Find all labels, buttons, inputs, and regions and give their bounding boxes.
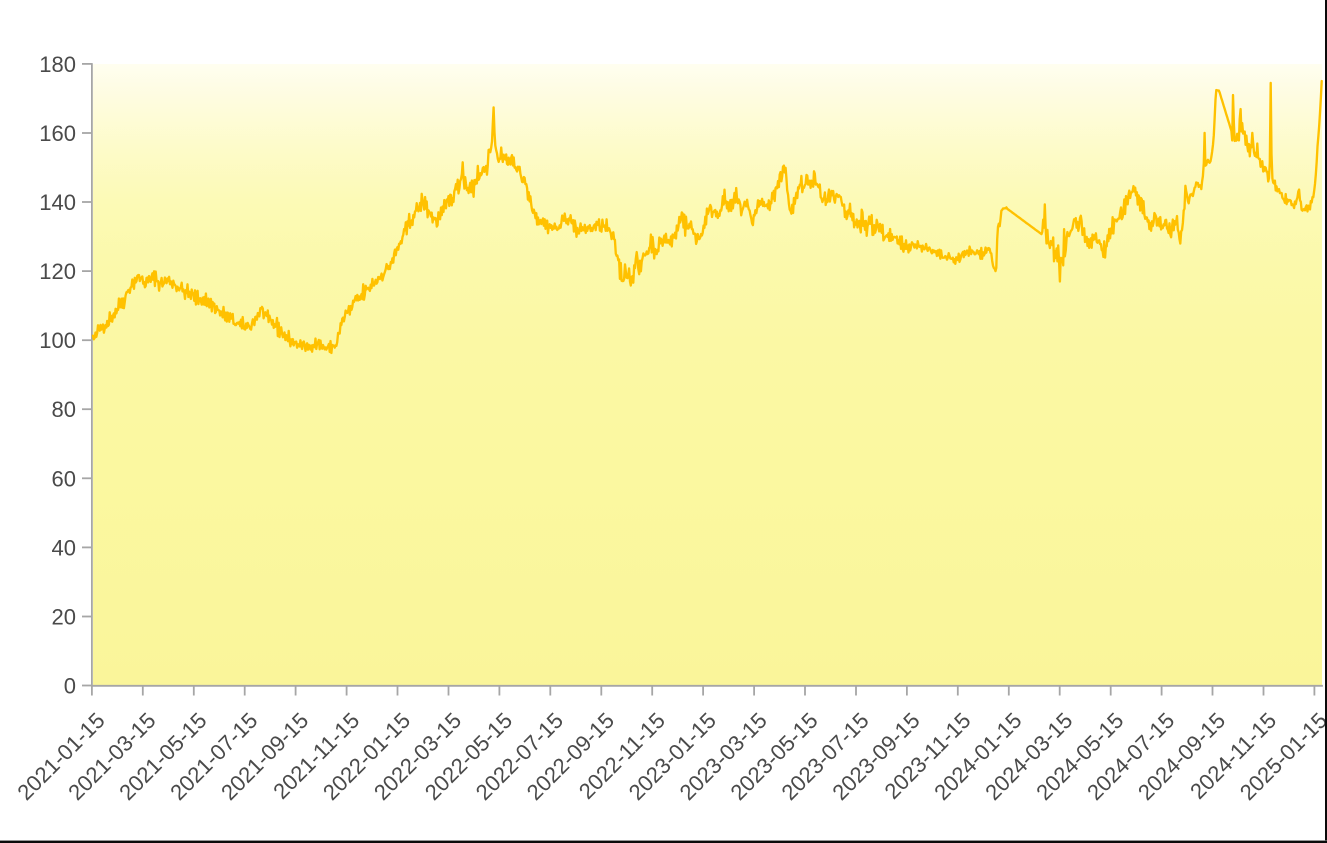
svg-text:40: 40 [52, 535, 76, 560]
svg-text:180: 180 [39, 52, 76, 77]
svg-text:120: 120 [39, 259, 76, 284]
svg-text:140: 140 [39, 190, 76, 215]
svg-text:20: 20 [52, 605, 76, 630]
svg-text:160: 160 [39, 121, 76, 146]
svg-text:60: 60 [52, 466, 76, 491]
svg-text:80: 80 [52, 397, 76, 422]
svg-text:0: 0 [64, 674, 76, 699]
svg-text:100: 100 [39, 328, 76, 353]
